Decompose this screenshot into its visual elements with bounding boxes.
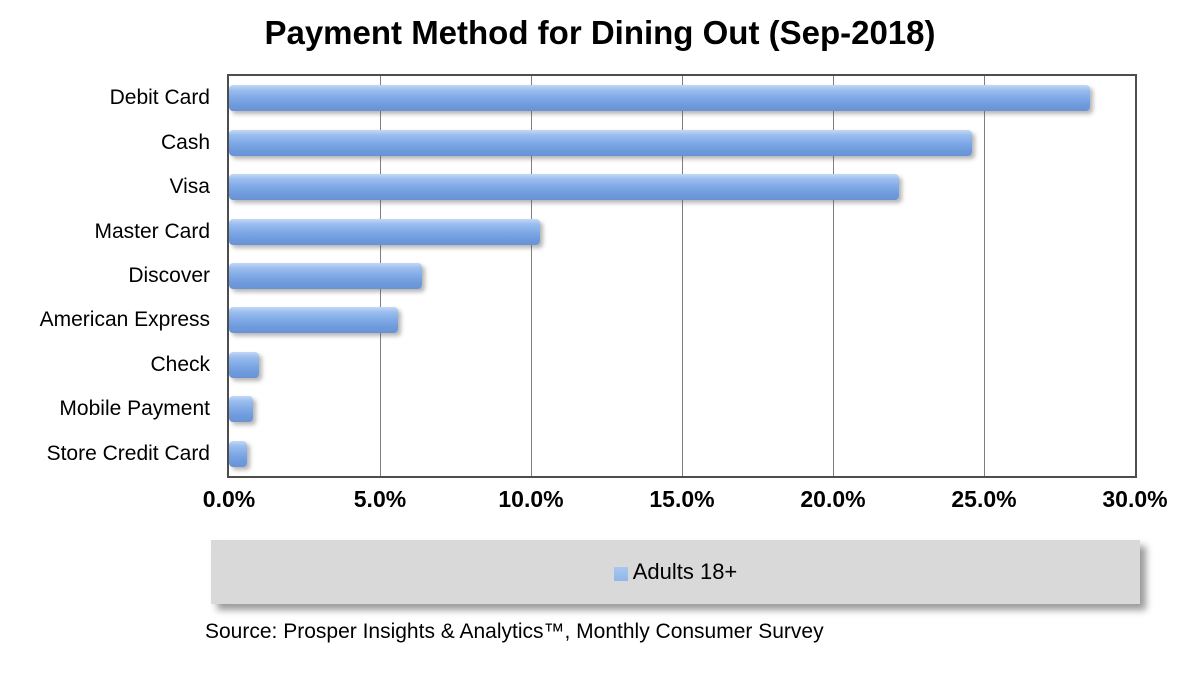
y-axis-labels: Debit Card Cash Visa Master Card Discover Ame… (0, 76, 210, 476)
gridline (832, 76, 834, 476)
x-tick-label: 10.0% (498, 486, 564, 512)
bar-master-card (229, 218, 541, 245)
category-label: Visa (169, 175, 210, 199)
bar-visa (229, 174, 900, 201)
bar-row (229, 343, 1135, 387)
gridline (682, 76, 683, 476)
bar-american-express (229, 307, 399, 334)
bar-row (229, 209, 1135, 253)
legend-label: Adults 18+ (632, 559, 738, 584)
bar-row (229, 120, 1135, 164)
bar-series (229, 76, 1135, 476)
bar-debit-card (229, 85, 1090, 112)
plot-area (227, 74, 1137, 478)
gridline (530, 76, 532, 476)
category-label: Debit Card (109, 86, 210, 110)
x-tick-label: 0.0% (202, 486, 256, 512)
bar-discover (229, 262, 423, 289)
x-tick-label: 30.0% (1102, 486, 1168, 512)
bar-cash (229, 129, 972, 156)
category-label: Mobile Payment (59, 397, 210, 421)
bar-row (229, 298, 1135, 342)
legend: Adults 18+ (211, 540, 1140, 604)
x-tick-label: 25.0% (951, 486, 1017, 512)
bar-store-credit-card (229, 440, 248, 467)
bar-row (229, 165, 1135, 209)
category-label: Discover (128, 263, 210, 287)
x-tick-label: 5.0% (353, 486, 407, 512)
bar-check (229, 351, 260, 378)
chart-title: Payment Method for Dining Out (Sep-2018) (264, 14, 936, 51)
bar-mobile-payment (229, 396, 254, 423)
x-tick-label: 20.0% (800, 486, 866, 512)
bar-row (229, 387, 1135, 431)
category-label: American Express (39, 308, 210, 332)
source-text: Source: Prosper Insights & Analytics™, M… (205, 620, 824, 643)
category-label: Check (150, 352, 210, 376)
x-axis-labels: 0.0% 5.0% 10.0% 15.0% 20.0% 25.0% 30.0% (203, 486, 1168, 516)
category-label: Cash (160, 130, 210, 154)
bar-row (229, 254, 1135, 298)
gridline (984, 76, 985, 476)
legend-swatch-icon (613, 567, 628, 581)
bar-row (229, 432, 1135, 476)
x-tick-label: 15.0% (649, 486, 715, 512)
bar-row (229, 76, 1135, 120)
category-label: Store Credit Card (46, 441, 210, 465)
category-label: Master Card (94, 219, 210, 243)
